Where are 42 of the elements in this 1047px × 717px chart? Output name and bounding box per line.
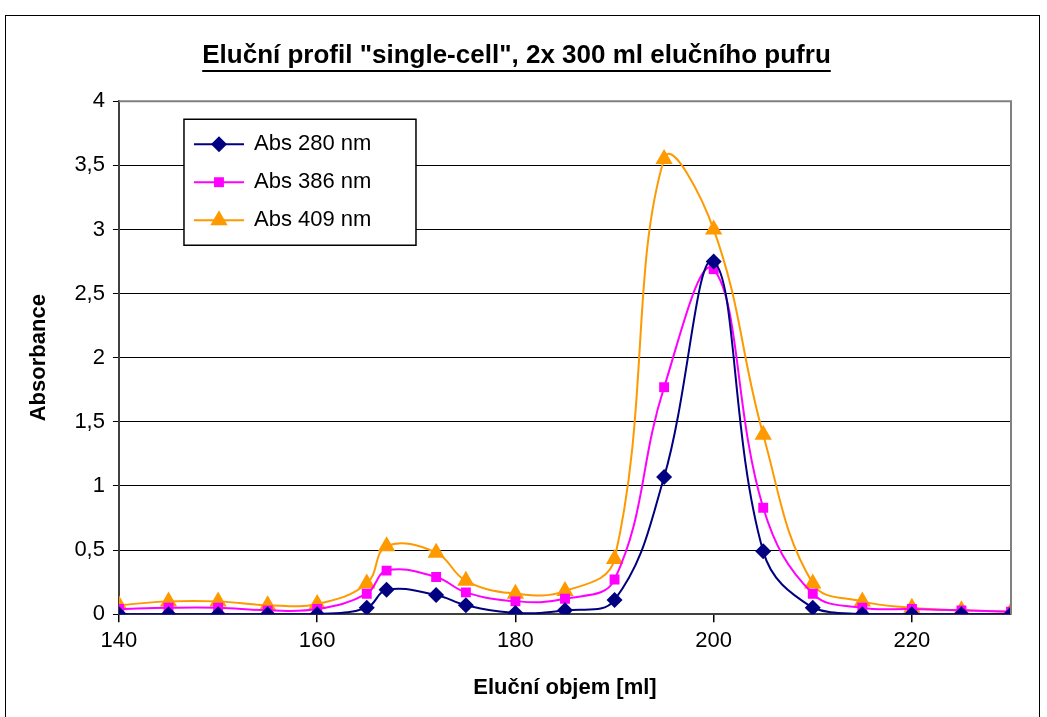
y-tick-label: 0,5 <box>74 536 105 562</box>
legend-label: Abs 409 nm <box>253 206 372 232</box>
x-tick-label: 200 <box>695 627 733 653</box>
point <box>381 565 392 576</box>
point <box>705 253 722 270</box>
point <box>755 543 772 560</box>
y-tick-label: 0 <box>92 600 105 626</box>
point <box>609 574 620 585</box>
y-tick-label: 3,5 <box>74 151 105 177</box>
point <box>804 573 822 589</box>
chart-title: Eluční profil "single-cell", 2x 300 ml elučního pufru <box>202 38 831 69</box>
point <box>428 586 445 603</box>
legend-label: Abs 280 nm <box>253 130 372 156</box>
legend-label: Abs 386 nm <box>253 168 372 194</box>
y-tick-label: 3 <box>92 215 105 241</box>
x-tick-label: 140 <box>100 627 138 653</box>
y-axis-title: Absorbance <box>25 294 51 422</box>
point <box>754 424 772 440</box>
point <box>358 573 376 589</box>
y-tick-label: 1,5 <box>74 407 105 433</box>
point <box>431 572 442 582</box>
point <box>560 593 570 604</box>
point <box>804 599 821 615</box>
x-tick-label: 160 <box>298 627 336 653</box>
y-tick-label: 1 <box>92 472 105 498</box>
y-tick-label: 2 <box>92 343 105 369</box>
point <box>656 468 673 485</box>
point <box>358 599 375 615</box>
point <box>807 588 818 599</box>
y-tick-label: 4 <box>92 87 105 113</box>
point <box>378 581 395 598</box>
point <box>605 549 624 565</box>
y-tick-label: 2,5 <box>74 279 105 305</box>
point <box>377 536 396 552</box>
x-axis-title: Eluční objem [ml] <box>473 673 657 699</box>
point <box>427 542 445 558</box>
point <box>361 588 372 599</box>
x-tick-label: 220 <box>893 627 931 653</box>
point <box>457 570 475 586</box>
point <box>758 502 769 513</box>
point <box>659 382 670 393</box>
x-tick-label: 180 <box>497 627 534 653</box>
